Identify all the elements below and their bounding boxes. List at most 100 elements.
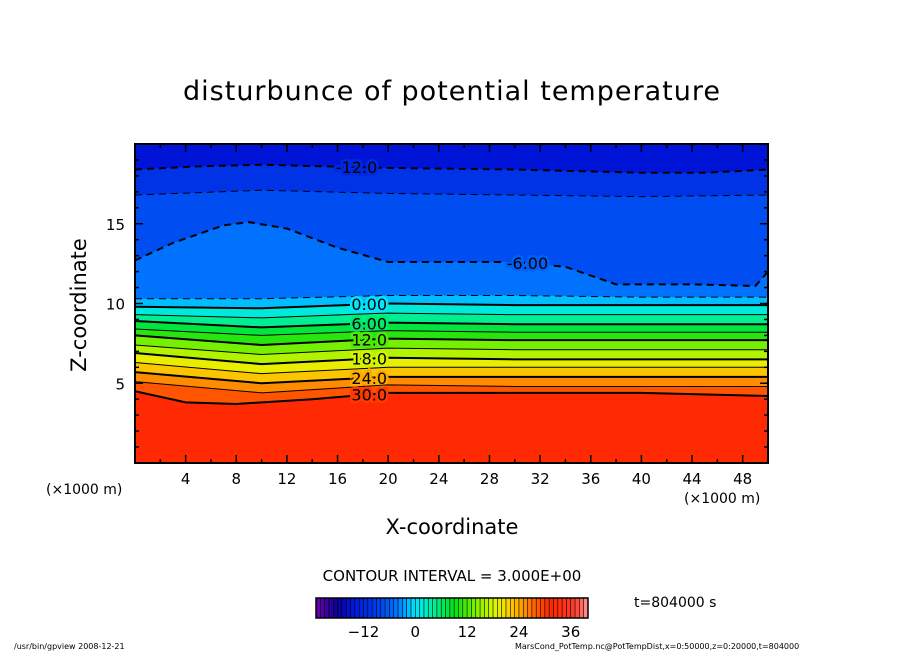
colorbar-tick-label: −12: [348, 623, 380, 641]
x-tick-label: 32: [531, 470, 550, 488]
colorbar-swatch: [454, 598, 459, 618]
colorbar-swatch: [523, 598, 528, 618]
y-tick-label: 10: [106, 296, 125, 314]
colorbar-swatch: [320, 598, 325, 618]
contour-line-27: [134, 381, 768, 394]
y-axis-label: Z-coordinate: [67, 238, 91, 372]
contour-label: 30.0: [351, 385, 387, 404]
colorbar-swatch: [570, 598, 576, 618]
contour-line-0: [134, 302, 768, 310]
colorbar-swatch: [346, 598, 351, 618]
colorbar-swatch: [562, 598, 567, 618]
colorbar-swatch: [376, 598, 382, 618]
colorbar-swatch: [393, 598, 399, 618]
colorbar-swatch: [423, 598, 429, 618]
colorbar-tick-label: 36: [561, 623, 580, 641]
colorbar-swatch: [536, 598, 541, 618]
contour-label: -12.0: [336, 158, 377, 177]
colorbar-swatch: [518, 598, 524, 618]
colorbar-swatch: [575, 598, 580, 618]
colorbar-swatch: [363, 598, 369, 618]
x-unit-left: (×1000 m): [46, 482, 123, 498]
contour-line-15: [134, 344, 768, 356]
contour-label: 12.0: [351, 331, 387, 350]
y-tick-label: 15: [106, 216, 125, 234]
contour-line-18: [134, 351, 768, 366]
contour-line--6: [134, 221, 769, 287]
colorbar-swatch: [415, 598, 420, 618]
colorbar-swatch: [462, 598, 468, 618]
colorbar-swatch: [419, 598, 425, 618]
x-tick-label: 40: [632, 470, 651, 488]
colorbar-swatch: [350, 598, 356, 618]
contour-line--9: [134, 189, 769, 198]
colorbar-tick-label: 0: [411, 623, 421, 641]
colorbar-swatch: [475, 598, 481, 618]
x-tick-label: 28: [480, 470, 499, 488]
colorbar-swatch: [458, 598, 464, 618]
colorbar-swatch: [389, 598, 395, 618]
colorbar-swatch: [410, 598, 416, 618]
colorbar-swatch: [514, 598, 520, 618]
footer-left: /usr/bin/gpview 2008-12-21: [14, 642, 125, 651]
colorbar-swatch: [527, 598, 533, 618]
contour-label: 6.00: [351, 314, 387, 333]
colorbar-swatch: [497, 598, 502, 618]
colorbar-swatch: [471, 598, 477, 618]
colorbar-swatch: [333, 598, 338, 618]
colorbar-swatch: [484, 598, 489, 618]
colorbar-swatch: [501, 598, 507, 618]
x-axis-label: X-coordinate: [385, 515, 519, 539]
colorbar-swatch: [380, 598, 386, 618]
contour-line-24: [134, 371, 768, 385]
y-tick-label: 5: [115, 375, 125, 393]
contour-interval: CONTOUR INTERVAL = 3.000E+00: [322, 567, 582, 585]
colorbar-swatch: [531, 598, 537, 618]
colorbar-swatch: [359, 598, 364, 618]
contour-label: -6.00: [507, 254, 548, 273]
colorbar-swatch: [566, 598, 572, 618]
x-tick-label: 4: [181, 470, 191, 488]
colorbar-swatch: [557, 598, 563, 618]
x-tick-label: 24: [429, 470, 448, 488]
x-unit-right: (×1000 m): [684, 491, 761, 507]
x-tick-label: 20: [379, 470, 398, 488]
colorbar-swatch: [428, 598, 433, 618]
colorbar-tick-label: 24: [509, 623, 528, 641]
colorbar-swatch: [337, 598, 343, 618]
colorbar-swatch: [402, 598, 407, 618]
colorbar-swatch: [540, 598, 546, 618]
colorbar-swatch: [544, 598, 550, 618]
colorbar-swatch: [316, 598, 321, 618]
colorbar-swatch: [432, 598, 438, 618]
colorbar-swatch: [406, 598, 412, 618]
contour-line-12: [134, 334, 768, 346]
contour-line-6: [134, 320, 768, 329]
colorbar-swatch: [488, 598, 494, 618]
contour-line-30: [134, 390, 769, 405]
colorbar-swatch: [553, 598, 559, 618]
colorbar-swatch: [324, 598, 330, 618]
time-label: t=804000 s: [634, 595, 717, 611]
colorbar-swatch: [372, 598, 377, 618]
colorbar-swatch: [583, 598, 589, 618]
colorbar-swatch: [480, 598, 485, 618]
colorbar-swatch: [341, 598, 347, 618]
colorbar-tick-label: 12: [458, 623, 477, 641]
colorbar-frame: [315, 597, 589, 619]
chart-title: disturbunce of potential temperature: [183, 76, 721, 107]
footer-right: MarsCond_PotTemp.nc@PotTempDist,x=0:5000…: [515, 642, 800, 651]
colorbar-swatch: [441, 598, 446, 618]
colorbar-swatch: [493, 598, 498, 618]
contour-line-21: [134, 362, 768, 375]
contour-line-3: [134, 312, 768, 319]
colorbar-swatch: [445, 598, 451, 618]
contour-label: 24.0: [351, 369, 387, 388]
x-tick-label: 8: [232, 470, 242, 488]
colorbar-swatch: [549, 598, 554, 618]
colorbar-swatch: [436, 598, 442, 618]
colorbar-swatch: [449, 598, 455, 618]
colorbar-swatch: [398, 598, 403, 618]
